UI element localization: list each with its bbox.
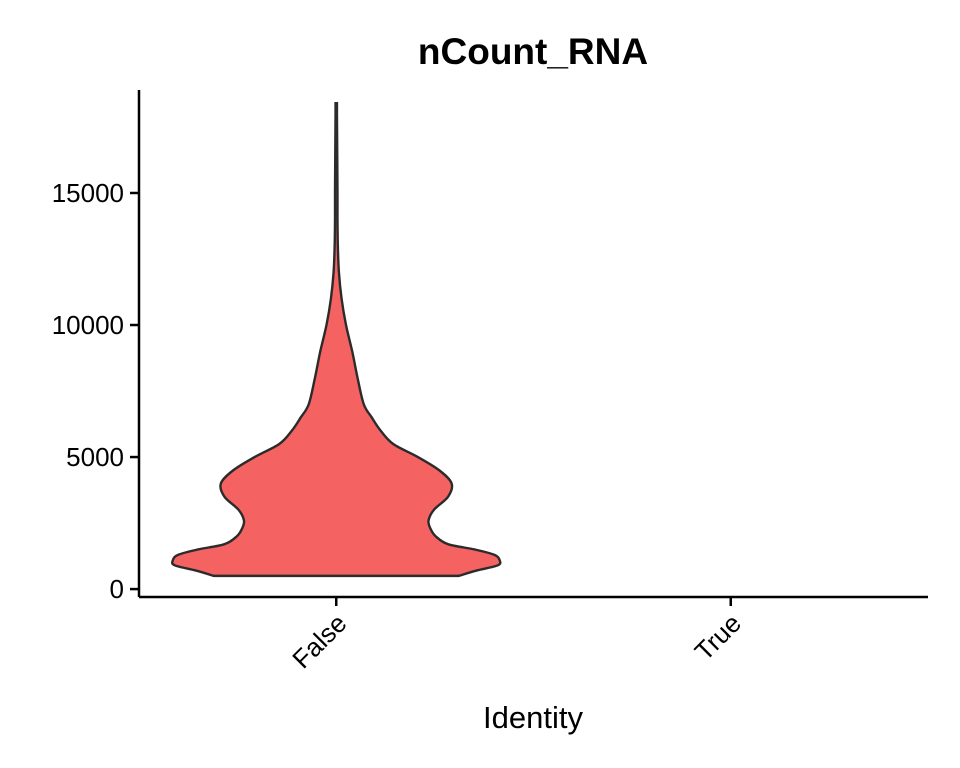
- x-axis-label: Identity: [483, 700, 583, 735]
- x-tick-label: True: [689, 608, 747, 666]
- y-tick-label: 0: [110, 574, 124, 604]
- violin-false: [170, 102, 502, 578]
- plot-area: [170, 102, 502, 578]
- x-tick-label: False: [286, 608, 352, 674]
- axes: 0 5000 10000 15000 False True: [52, 90, 928, 674]
- chart-title: nCount_RNA: [418, 31, 648, 72]
- y-tick-label: 5000: [66, 442, 124, 472]
- y-tick-label: 10000: [52, 310, 124, 340]
- y-tick-label: 15000: [52, 178, 124, 208]
